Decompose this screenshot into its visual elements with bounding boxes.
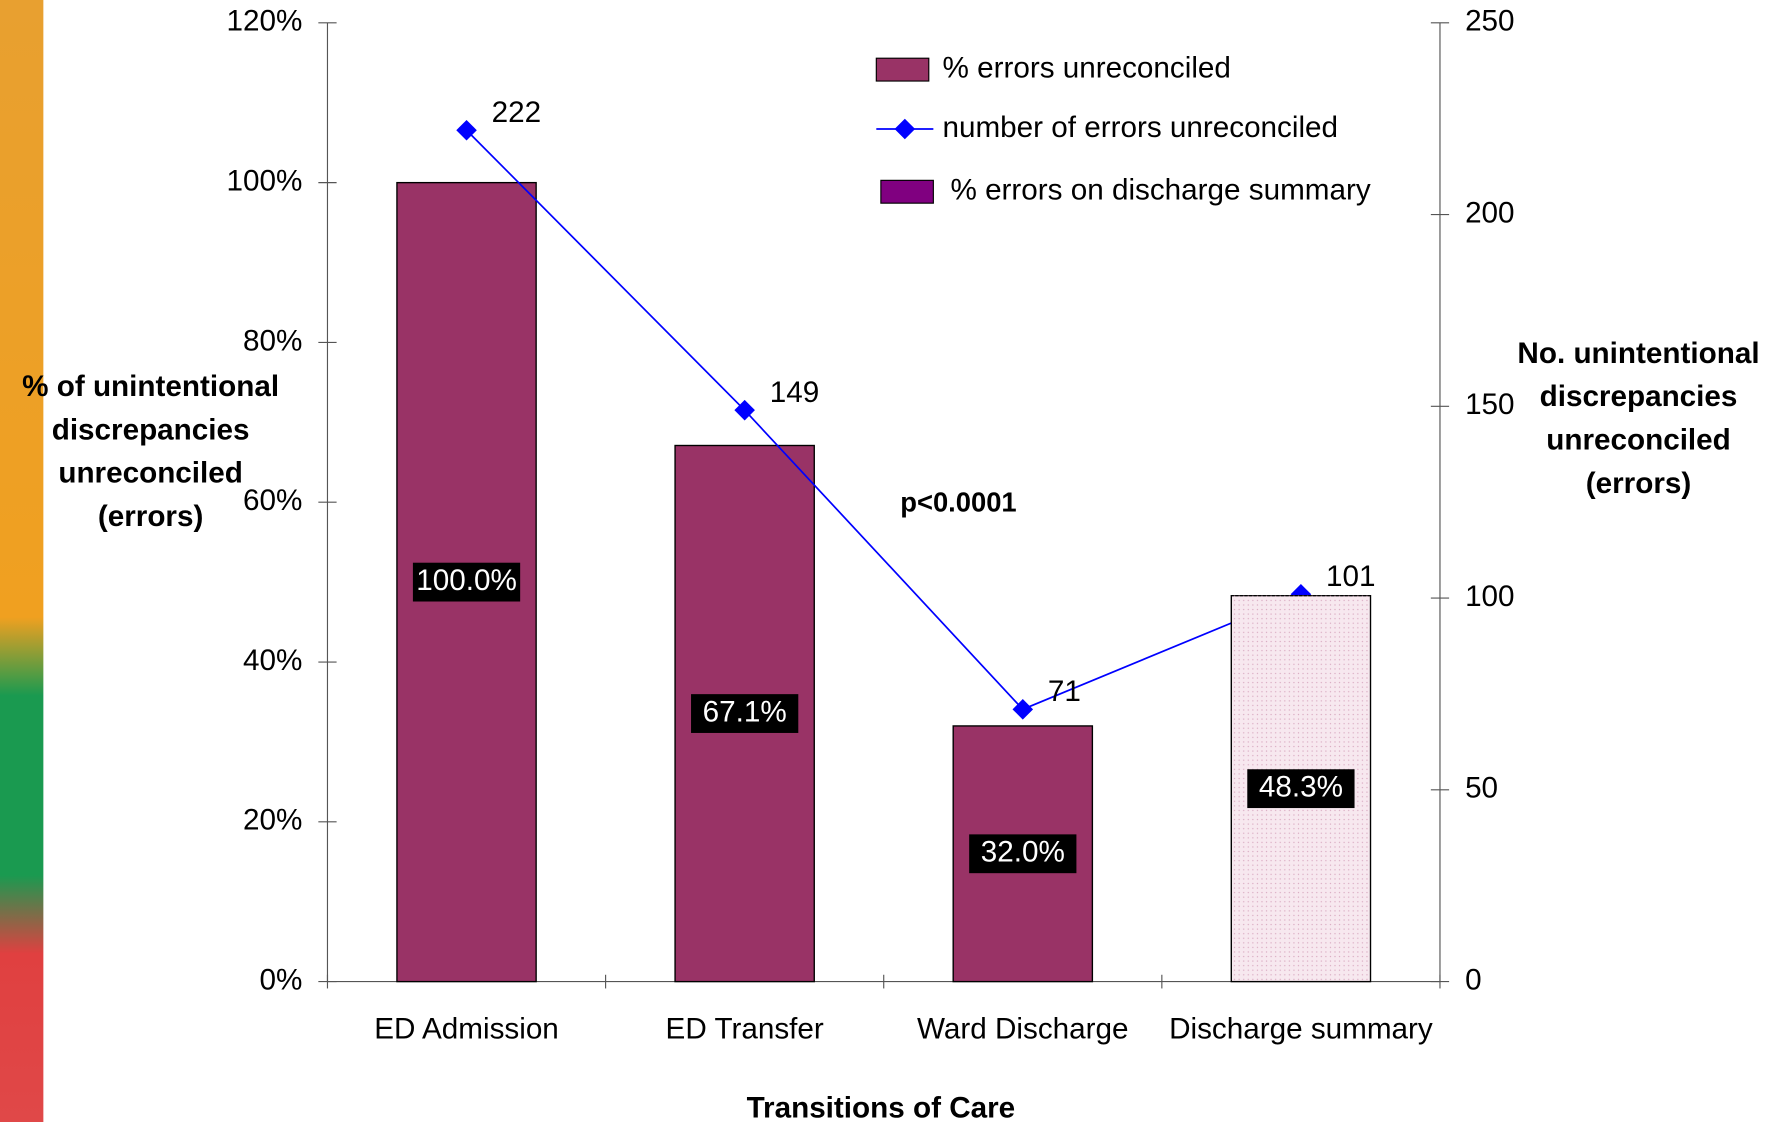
y2-axis-title: unreconciled xyxy=(1546,424,1731,457)
y-tick-label: 80% xyxy=(243,324,302,357)
y2-axis-title: discrepancies xyxy=(1540,380,1738,413)
y-tick-label: 20% xyxy=(243,804,302,837)
x-tick-label: ED Admission xyxy=(374,1013,559,1046)
y2-tick-label: 250 xyxy=(1465,5,1514,38)
y-tick-label: 60% xyxy=(243,484,302,517)
y2-tick-label: 150 xyxy=(1465,388,1514,421)
x-axis-title: Transitions of Care xyxy=(747,1091,1016,1122)
page: {"chart_data": { "type": "bar", "categor… xyxy=(0,0,1780,1122)
y-tick-label: 120% xyxy=(227,5,303,38)
legend-label: % errors unreconciled xyxy=(942,51,1230,84)
legend-label: % errors on discharge summary xyxy=(950,174,1370,207)
y-tick-label: 40% xyxy=(243,644,302,677)
chart: p<0.0001 Transitions of Care 0% 20% 40% 60%… xyxy=(0,0,1780,1122)
y2-tick-label: 100 xyxy=(1465,580,1514,613)
value-label: 48.3% xyxy=(1259,770,1343,803)
annotation: p<0.0001 xyxy=(900,487,1016,518)
decorative-strip xyxy=(0,0,43,1122)
y-axis-title: (errors) xyxy=(98,500,203,533)
y-axis-title: % of unintentional xyxy=(22,370,279,403)
x-tick-label: Ward Discharge xyxy=(917,1013,1128,1046)
data-label: 222 xyxy=(492,96,541,129)
legend-label: number of errors unreconciled xyxy=(942,111,1338,144)
y2-tick-label: 50 xyxy=(1465,772,1498,805)
line xyxy=(467,130,1301,709)
y-axis-title: discrepancies xyxy=(52,413,250,446)
legend-marker xyxy=(895,119,916,140)
y-tick-label: 100% xyxy=(227,164,303,197)
value-label: 32.0% xyxy=(981,836,1065,869)
x-tick-label: ED Transfer xyxy=(666,1013,824,1046)
value-label: 67.1% xyxy=(703,695,787,728)
value-label: 100.0% xyxy=(416,564,517,597)
y-tick-label: 0% xyxy=(260,963,303,996)
legend-swatch xyxy=(876,58,928,81)
y2-tick-label: 0 xyxy=(1465,963,1481,996)
data-label: 149 xyxy=(770,376,819,409)
y-axis-title: unreconciled xyxy=(58,457,243,490)
x-tick-label: Discharge summary xyxy=(1169,1013,1433,1046)
y2-axis-title: (errors) xyxy=(1586,467,1691,500)
data-label: 101 xyxy=(1326,560,1375,593)
y2-axis-title: No. unintentional xyxy=(1517,337,1759,370)
y2-tick-label: 200 xyxy=(1465,196,1514,229)
legend-swatch xyxy=(881,180,933,203)
data-label: 71 xyxy=(1048,675,1081,708)
